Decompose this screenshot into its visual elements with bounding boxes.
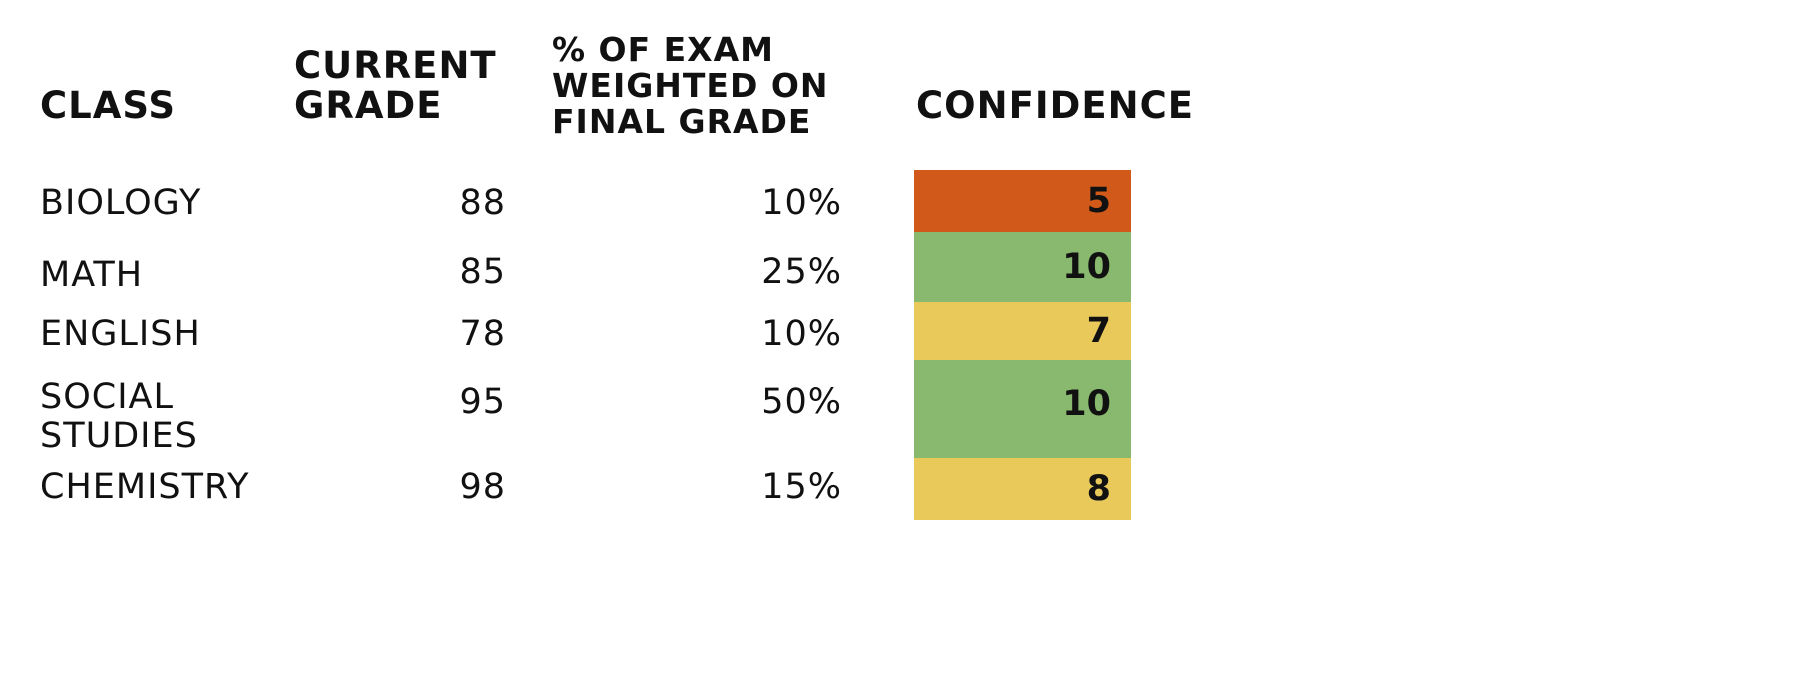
row-3-class-line-1: ENGLISH <box>40 314 201 354</box>
row-3-class: ENGLISH <box>40 315 201 354</box>
header-current-grade-line-2: GRADE <box>294 84 443 127</box>
row-2-grade: 85 <box>459 252 506 292</box>
row-1-class: BIOLOGY <box>40 184 201 223</box>
row-5-weight: 15% <box>761 467 842 507</box>
header-exam-weight-line-3: FINAL GRADE <box>552 102 812 141</box>
row-1-confidence: 5 <box>1086 181 1111 221</box>
row-2-confidence: 10 <box>1062 247 1111 287</box>
row-2-class: MATH <box>40 256 143 295</box>
row-1-grade: 88 <box>459 183 506 223</box>
header-current-grade-line-1: CURRENT <box>294 44 497 87</box>
row-4-class-line-2: STUDIES <box>40 416 198 456</box>
row-3-confidence-cell: 7 <box>914 302 1131 360</box>
row-3-confidence: 7 <box>1086 311 1111 351</box>
header-exam-weight: % OF EXAM WEIGHTED ON FINAL GRADE <box>552 32 829 140</box>
row-1-confidence-cell: 5 <box>914 170 1131 232</box>
row-5-grade: 98 <box>459 467 506 507</box>
row-3-weight: 10% <box>761 314 842 354</box>
row-1-weight: 10% <box>761 183 842 223</box>
row-4-class-line-1: SOCIAL <box>40 377 174 417</box>
row-4-class: SOCIAL STUDIES <box>40 378 198 456</box>
row-2-confidence-cell: 10 <box>914 232 1131 302</box>
row-5-confidence-cell: 8 <box>914 458 1131 520</box>
header-confidence: CONFIDENCE <box>916 84 1194 127</box>
row-3-grade: 78 <box>459 314 506 354</box>
header-current-grade: CURRENT GRADE <box>294 46 497 126</box>
row-4-weight: 50% <box>761 382 842 422</box>
header-class: CLASS <box>40 84 176 127</box>
row-5-class: CHEMISTRY <box>40 468 249 507</box>
header-exam-weight-line-2: WEIGHTED ON <box>552 66 829 105</box>
row-2-class-line-1: MATH <box>40 255 144 295</box>
header-exam-weight-line-1: % OF EXAM <box>552 30 775 69</box>
row-4-grade: 95 <box>459 382 506 422</box>
row-4-confidence: 10 <box>1062 384 1111 424</box>
row-5-class-line-1: CHEMISTRY <box>40 467 250 507</box>
row-1-class-line-1: BIOLOGY <box>40 183 202 223</box>
row-4-confidence-cell: 10 <box>914 360 1131 458</box>
row-2-weight: 25% <box>761 252 842 292</box>
row-5-confidence: 8 <box>1086 469 1111 509</box>
